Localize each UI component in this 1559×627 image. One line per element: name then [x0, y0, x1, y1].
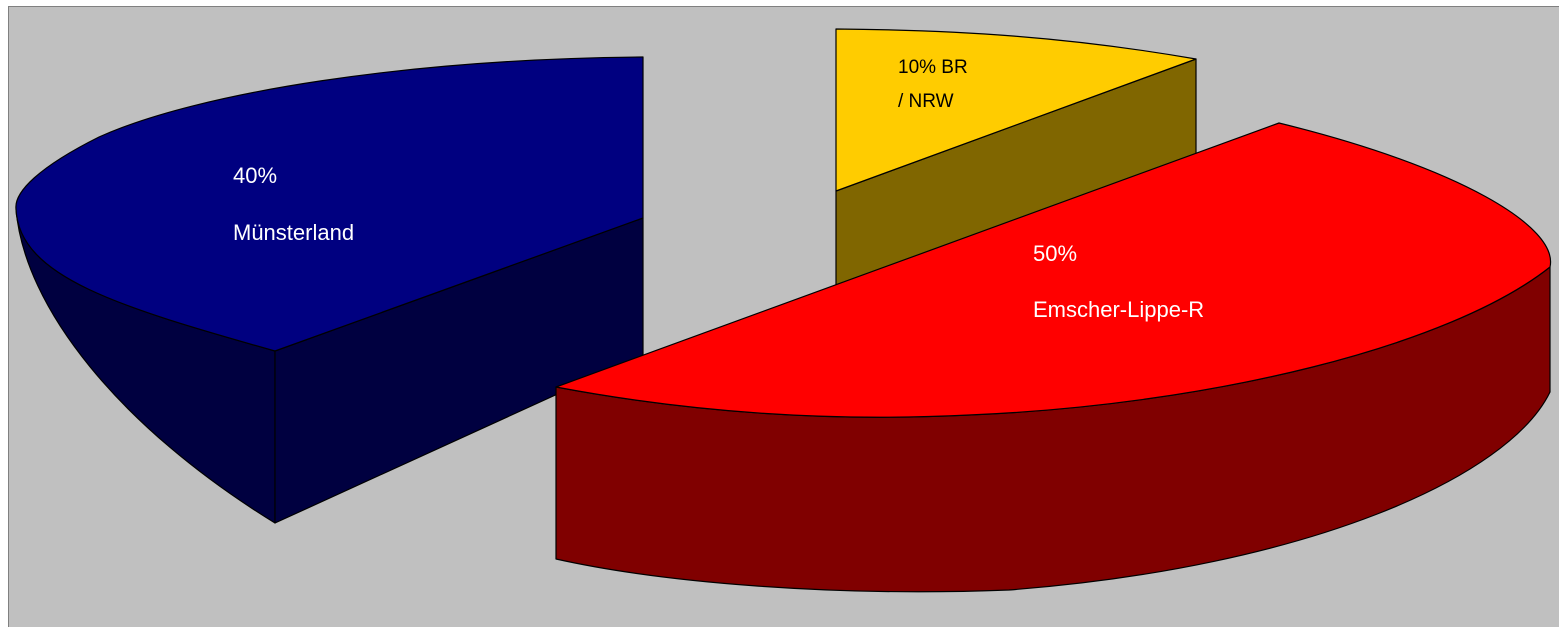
label-munsterland-pct: 40%: [233, 163, 277, 188]
slice-emscher-lippe-top: [555, 122, 1552, 418]
slice-munsterland: [15, 56, 644, 524]
label-munsterland-name: Münsterland: [233, 220, 354, 245]
label-br-nrw-pct: 10% BR: [898, 57, 968, 78]
slice-emscher-lippe: [555, 122, 1552, 593]
slice-labels: 40% Münsterland 10% BR / NRW 50% Emscher…: [233, 57, 1204, 322]
slice-br-nrw-top: [835, 28, 1197, 192]
chart-plot-area: 40% Münsterland 10% BR / NRW 50% Emscher…: [8, 6, 1559, 627]
label-emscher-lippe-name: Emscher-Lippe-R: [1033, 297, 1204, 322]
pie-chart: 40% Münsterland 10% BR / NRW 50% Emscher…: [15, 28, 1552, 593]
label-br-nrw-name: / NRW: [898, 91, 954, 112]
label-emscher-lippe-pct: 50%: [1033, 241, 1077, 266]
slice-munsterland-top: [15, 56, 644, 352]
slice-br-nrw: [835, 28, 1197, 286]
